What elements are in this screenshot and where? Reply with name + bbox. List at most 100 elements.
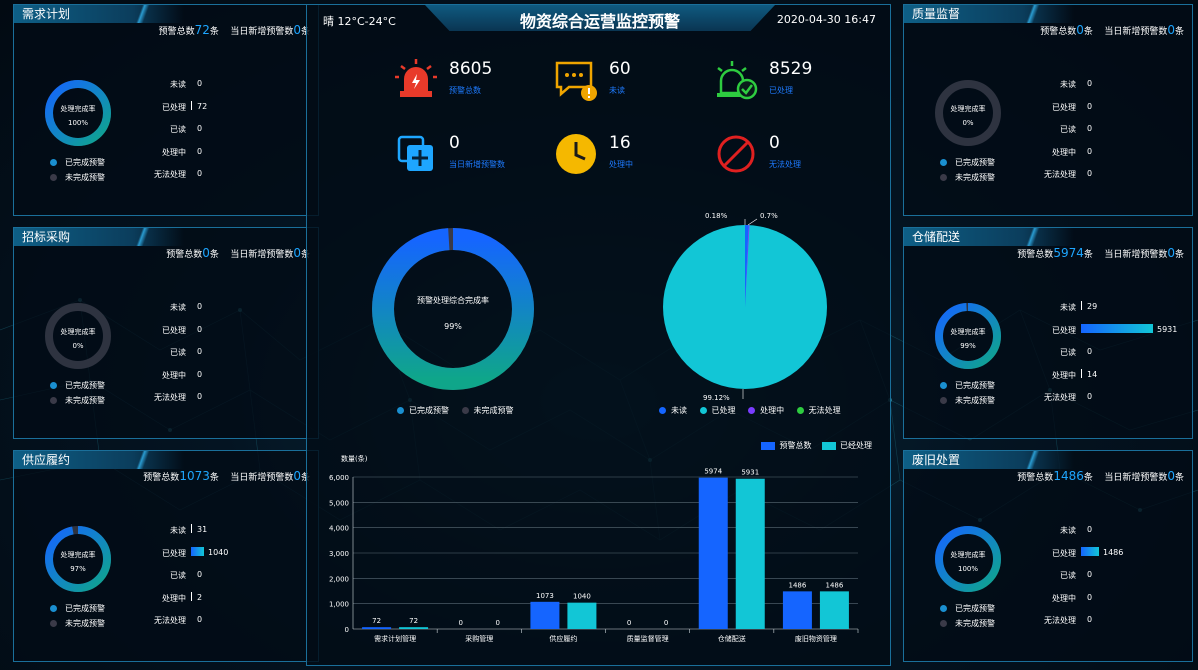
y-tick-label: 2,000: [329, 575, 349, 583]
status-label: 处理中: [1052, 593, 1076, 603]
stat-processed[interactable]: 8529 已处理: [713, 57, 863, 107]
status-value: 0: [197, 169, 203, 178]
status-bar: [191, 524, 192, 533]
stat-unread[interactable]: 60 未读: [553, 57, 703, 107]
status-value: 0: [197, 124, 203, 133]
bar-data-label: 5974: [704, 468, 722, 476]
donut-arc: [45, 526, 111, 592]
status-label: 处理中: [1052, 147, 1076, 157]
legend-done: 已完成预警: [940, 157, 995, 168]
status-value: 0: [1087, 525, 1093, 534]
status-row: 处理中 0: [1024, 589, 1194, 612]
new-label: 当日新增预警数: [1104, 473, 1168, 483]
donut-rate: 97%: [70, 565, 86, 573]
panel-quality: 质量监督 预警总数0条 当日新增预警数0条 处理完成率 0% 已完成预警 未完成预警 未读 0…: [903, 4, 1193, 216]
pie-slice-in-progress: [745, 225, 750, 307]
donut-rate: 0%: [962, 119, 974, 127]
total-value: 72: [194, 23, 210, 37]
alarm-check-icon: [717, 61, 758, 100]
status-value: 29: [1087, 302, 1098, 311]
status-rows: 未读 31 已处理 1040 已读 0 处理中 2 无法处理 0: [134, 521, 304, 634]
status-value: 0: [1087, 592, 1093, 602]
x-tick-label: 供应履约: [549, 634, 577, 643]
status-value: 0: [1087, 615, 1093, 624]
status-label: 处理中: [1052, 370, 1076, 380]
new-label: 当日新增预警数: [1104, 250, 1168, 260]
pie-legend: 未读 已处理 处理中 无法处理: [649, 405, 841, 416]
status-label: 未读: [1060, 303, 1076, 312]
y-tick-label: 3,000: [329, 550, 349, 558]
panel-title: 质量监督: [904, 5, 1074, 23]
status-value: 0: [197, 392, 203, 401]
donut-label: 处理完成率: [60, 328, 96, 336]
status-value: 0: [197, 79, 203, 88]
donut-rate: 100%: [67, 119, 88, 127]
stat-cannot-process[interactable]: 0 无法处理: [713, 131, 863, 181]
bar-total: [782, 591, 812, 629]
page-title: 物资综合运营监控预警: [519, 12, 680, 31]
stat-total[interactable]: 8605 预警总数: [393, 57, 543, 107]
panel-title: 招标采购: [14, 228, 184, 246]
bar-data-label: 0: [496, 619, 500, 627]
message-warning-icon: [555, 61, 597, 101]
pie-slice-unread: [745, 225, 749, 307]
stat-new-value: 0: [449, 133, 460, 153]
status-value: 0: [197, 570, 203, 579]
legend-undone: 未完成预警: [50, 172, 105, 183]
bar-total: [698, 477, 728, 629]
donut-rate: 100%: [957, 565, 978, 573]
pie-label-top-left: 0.18%: [705, 212, 728, 220]
completion-donut: [935, 80, 1001, 146]
total-value: 5974: [1053, 246, 1084, 260]
legend-dot: [50, 174, 57, 181]
status-value: 0: [1087, 146, 1093, 156]
legend-text: 已完成预警: [65, 158, 105, 167]
legend-dot: [940, 397, 947, 404]
status-row: 已读 0: [134, 566, 304, 589]
panel-title: 供应履约: [14, 451, 184, 469]
legend-dot: [940, 382, 947, 389]
status-bar: [1081, 368, 1082, 378]
status-row: 未读 29: [1024, 298, 1194, 321]
status-value: 0: [197, 347, 203, 356]
status-row: 未读 0: [134, 75, 304, 98]
y-tick-label: 5,000: [329, 499, 349, 507]
total-unit: 条: [1083, 473, 1093, 483]
new-unit: 条: [301, 250, 310, 260]
new-label: 当日新增预警数: [230, 27, 294, 37]
add-icon: [397, 135, 433, 171]
stat-total-value: 8605: [449, 59, 493, 79]
donut-center-label: 预警处理综合完成率: [417, 296, 489, 305]
y-tick-label: 6,000: [329, 474, 349, 482]
status-rows: 未读 0 已处理 72 已读 0 处理中 0 无法处理 0: [134, 75, 304, 188]
status-rows: 未读 0 已处理 1486 已读 0 处理中 0 无法处理 0: [1024, 521, 1194, 634]
panel-title: 需求计划: [14, 5, 184, 23]
status-row: 无法处理 0: [1024, 388, 1194, 411]
status-label: 未读: [170, 80, 186, 89]
legend-dot-in-progress: [748, 407, 756, 414]
stat-cannot-label: 无法处理: [769, 160, 801, 169]
panel-summary: 预警总数1486条 当日新增预警数0条: [1017, 469, 1184, 483]
bar-data-label: 0: [627, 619, 631, 627]
status-row: 已读 0: [1024, 566, 1194, 589]
new-value: 0: [1167, 246, 1175, 260]
x-tick-label: 仓储配送: [718, 634, 746, 643]
donut-arc: [935, 526, 1001, 592]
bar-data-label: 1073: [536, 592, 554, 600]
stat-unread-label: 未读: [609, 86, 625, 95]
legend-done: 已完成预警: [50, 603, 105, 614]
panel-summary: 预警总数5974条 当日新增预警数0条: [1017, 246, 1184, 260]
stat-new-today[interactable]: 0 当日新增预警数: [393, 131, 543, 181]
status-pie-chart: [663, 218, 827, 399]
total-unit: 条: [1083, 27, 1093, 37]
datetime-text: 2020-04-30 16:47: [776, 13, 876, 26]
status-label: 已处理: [1052, 325, 1076, 335]
status-label: 已读: [1060, 125, 1076, 134]
status-label: 未读: [170, 303, 186, 312]
bar-legend-handled: 已经处理: [840, 441, 872, 450]
legend-text: 未完成预警: [65, 619, 105, 628]
stat-in-progress[interactable]: 16 处理中: [553, 131, 703, 181]
status-row: 未读 0: [134, 298, 304, 321]
donut-label: 处理完成率: [60, 551, 96, 559]
